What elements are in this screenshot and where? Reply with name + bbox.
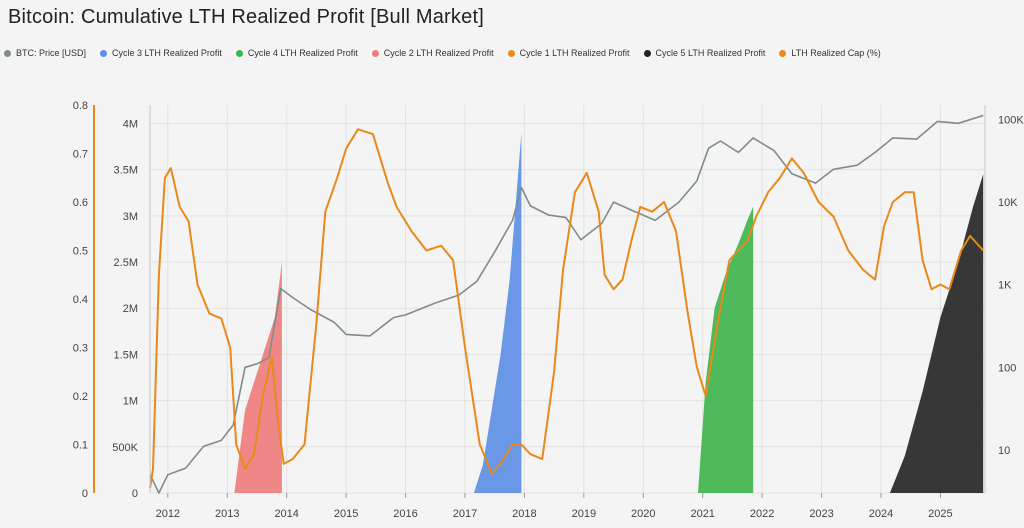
legend-item-btc-price-usd[interactable]: BTC: Price [USD] [4, 48, 86, 58]
profit-areas [234, 132, 984, 494]
legend-label: Cycle 1 LTH Realized Profit [519, 48, 630, 58]
profit-tick-label: 1.5M [114, 349, 138, 361]
series-lines [149, 114, 984, 494]
profit-tick-label: 2.5M [114, 257, 138, 269]
x-tick-label: 2022 [750, 508, 774, 520]
legend-item-cycle-5-lth-realized-profit[interactable]: Cycle 5 LTH Realized Profit [643, 48, 766, 58]
x-tick-label: 2017 [453, 508, 477, 520]
profit-tick-label: 3M [123, 211, 138, 223]
legend-label: LTH Realized Cap (%) [791, 48, 881, 58]
legend-swatch [371, 49, 379, 57]
right-tick-label: 10K [998, 197, 1018, 209]
x-tick-label: 2021 [690, 508, 714, 520]
left-tick-label: 0.8 [73, 100, 88, 112]
x-tick-label: 2015 [334, 508, 358, 520]
profit-tick-label: 3.5M [114, 165, 138, 177]
left-tick-label: 0.4 [73, 294, 88, 306]
legend-item-cycle-1-lth-realized-profit[interactable]: Cycle 1 LTH Realized Profit [507, 48, 630, 58]
profit-tick-label: 1M [123, 396, 138, 408]
chart-legend: BTC: Price [USD] Cycle 3 LTH Realized Pro… [4, 46, 881, 60]
left-tick-label: 0.1 [73, 440, 88, 452]
right-tick-label: 10 [998, 445, 1010, 457]
left-tick-label: 0.7 [73, 149, 88, 161]
legend-label: BTC: Price [USD] [16, 48, 87, 58]
axes: 2012 2013 2014 2015 2016 2017 2018 2019 2020 2021… [73, 100, 1024, 520]
area-cycle-3-lth-realized-profit [473, 132, 522, 493]
legend-swatch [235, 49, 243, 57]
legend-item-cycle-4-lth-realized-profit[interactable]: Cycle 4 LTH Realized Profit [235, 48, 358, 58]
profit-tick-label: 0 [132, 488, 138, 500]
line-btc-price-usd [149, 114, 984, 494]
x-tick-label: 2019 [572, 508, 596, 520]
area-cycle-4-lth-realized-profit [698, 206, 754, 493]
legend-swatch [779, 49, 787, 57]
legend-swatch [4, 49, 11, 57]
x-tick-label: 2024 [869, 508, 893, 520]
x-tick-label: 2023 [809, 508, 833, 520]
left-tick-label: 0.3 [73, 343, 88, 355]
area-cycle-2-lth-realized-profit [234, 262, 282, 493]
legend-label: Cycle 5 LTH Realized Profit [655, 48, 766, 58]
line-lth-realized-cap [149, 128, 984, 489]
legend-swatch [507, 49, 515, 57]
x-tick-label: 2012 [156, 508, 180, 520]
profit-tick-label: 2M [123, 303, 138, 315]
legend-label: Cycle 2 LTH Realized Profit [383, 48, 494, 58]
right-tick-label: 100 [998, 362, 1016, 374]
x-tick-label: 2025 [928, 508, 952, 520]
legend-item-lth-realized-cap[interactable]: LTH Realized Cap (%) [779, 48, 881, 58]
left-tick-label: 0.2 [73, 391, 88, 403]
x-tick-label: 2020 [631, 508, 655, 520]
legend-swatch [643, 49, 651, 57]
area-cycle-5-lth-realized-profit [889, 174, 984, 494]
legend-item-cycle-3-lth-realized-profit[interactable]: Cycle 3 LTH Realized Profit [100, 48, 222, 58]
legend-label: Cycle 4 LTH Realized Profit [247, 48, 358, 58]
x-tick-label: 2016 [393, 508, 417, 520]
profit-tick-label: 500K [112, 442, 138, 454]
grid [150, 105, 985, 494]
legend-label: Cycle 3 LTH Realized Profit [112, 48, 222, 58]
left-tick-label: 0.5 [73, 246, 88, 258]
left-tick-label: 0 [82, 488, 88, 500]
left-tick-label: 0.6 [73, 197, 88, 209]
right-tick-label: 1K [998, 280, 1012, 292]
x-tick-label: 2014 [274, 508, 298, 520]
x-tick-label: 2018 [512, 508, 536, 520]
legend-item-cycle-2-lth-realized-profit[interactable]: Cycle 2 LTH Realized Profit [371, 48, 494, 58]
chart-title: Bitcoin: Cumulative LTH Realized Profit … [8, 6, 484, 28]
x-tick-label: 2013 [215, 508, 239, 520]
right-tick-label: 100K [998, 115, 1024, 127]
legend-swatch [100, 49, 108, 57]
profit-tick-label: 4M [123, 118, 138, 130]
